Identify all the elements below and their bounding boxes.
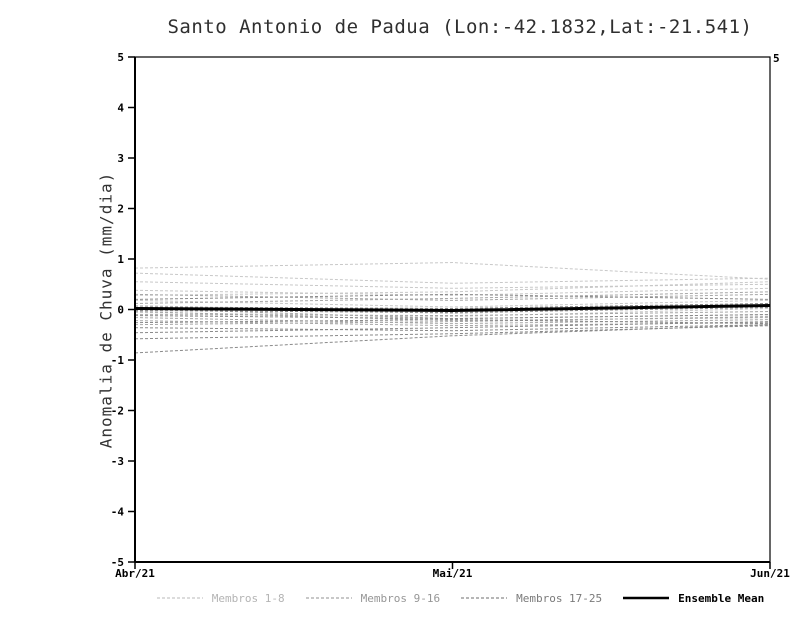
y-tick-label: 1 xyxy=(117,253,124,266)
legend-item-4: Ensemble Mean xyxy=(622,592,764,605)
series-line-group-2 xyxy=(134,317,771,325)
legend-line-sample xyxy=(461,597,508,599)
legend-label: Membros 17-25 xyxy=(516,591,603,605)
series-line-group-4 xyxy=(134,303,771,313)
series-line-group-3 xyxy=(134,321,771,334)
x-tick-label: Mai/21 xyxy=(433,567,473,580)
series-line-group-1 xyxy=(134,299,771,308)
series-line-group-1 xyxy=(134,262,771,280)
series-line-group-1 xyxy=(134,281,771,296)
legend-item-2: Membros 9-16 xyxy=(305,592,440,605)
y-tick-label: -1 xyxy=(111,354,125,367)
series-line-group-3 xyxy=(134,293,771,300)
y-tick-label: -2 xyxy=(111,405,124,418)
y-tick-label: -3 xyxy=(111,455,124,468)
legend: Membros 1-8 Membros 9-16 Membros 17-25 Ense… xyxy=(120,588,800,608)
legend-item-3: Membros 17-25 xyxy=(460,592,602,605)
series-line-group-2 xyxy=(134,316,771,326)
y-tick-label: 5 xyxy=(117,51,124,64)
series-line-group-3 xyxy=(134,319,771,325)
legend-item-1: Membros 1-8 xyxy=(156,592,285,605)
legend-line-sample xyxy=(156,597,203,599)
x-tick-label: Abr/21 xyxy=(115,567,155,580)
chart-title: Santo Antonio de Padua (Lon:-42.1832,Lat… xyxy=(167,16,753,38)
series-line-group-3 xyxy=(134,314,771,320)
y-tick-label: -4 xyxy=(111,506,125,519)
series-line-group-3 xyxy=(134,306,771,314)
legend-label: Ensemble Mean xyxy=(678,591,765,605)
series-line-group-2 xyxy=(134,311,771,317)
series-line-group-1 xyxy=(134,281,771,289)
series-line-group-2 xyxy=(134,320,771,327)
series-line-group-3 xyxy=(134,302,771,309)
y-tick-label: 4 xyxy=(117,102,124,115)
series-line-group-3 xyxy=(134,324,771,332)
y-tick-label: 3 xyxy=(117,152,124,165)
series-line-group-3 xyxy=(134,325,771,340)
legend-line-sample xyxy=(623,596,670,600)
y-tick-label: 2 xyxy=(117,203,124,216)
series-line-group-1 xyxy=(134,307,771,318)
series-line-group-3 xyxy=(134,324,771,354)
legend-label: Membros 1-8 xyxy=(211,591,285,605)
y-tick-label: 0 xyxy=(117,304,124,317)
series-line-group-2 xyxy=(134,293,771,301)
legend-line-sample xyxy=(305,597,352,599)
legend-label: Membros 9-16 xyxy=(360,591,441,605)
series-line-group-1 xyxy=(134,272,771,284)
series-line-group-2 xyxy=(134,291,771,304)
y-tick-label: -5 xyxy=(111,556,124,569)
x-tick-label: Jun/21 xyxy=(750,567,790,580)
right-axis-top-label: 5 xyxy=(773,52,780,65)
series-line-group-1 xyxy=(134,287,771,296)
